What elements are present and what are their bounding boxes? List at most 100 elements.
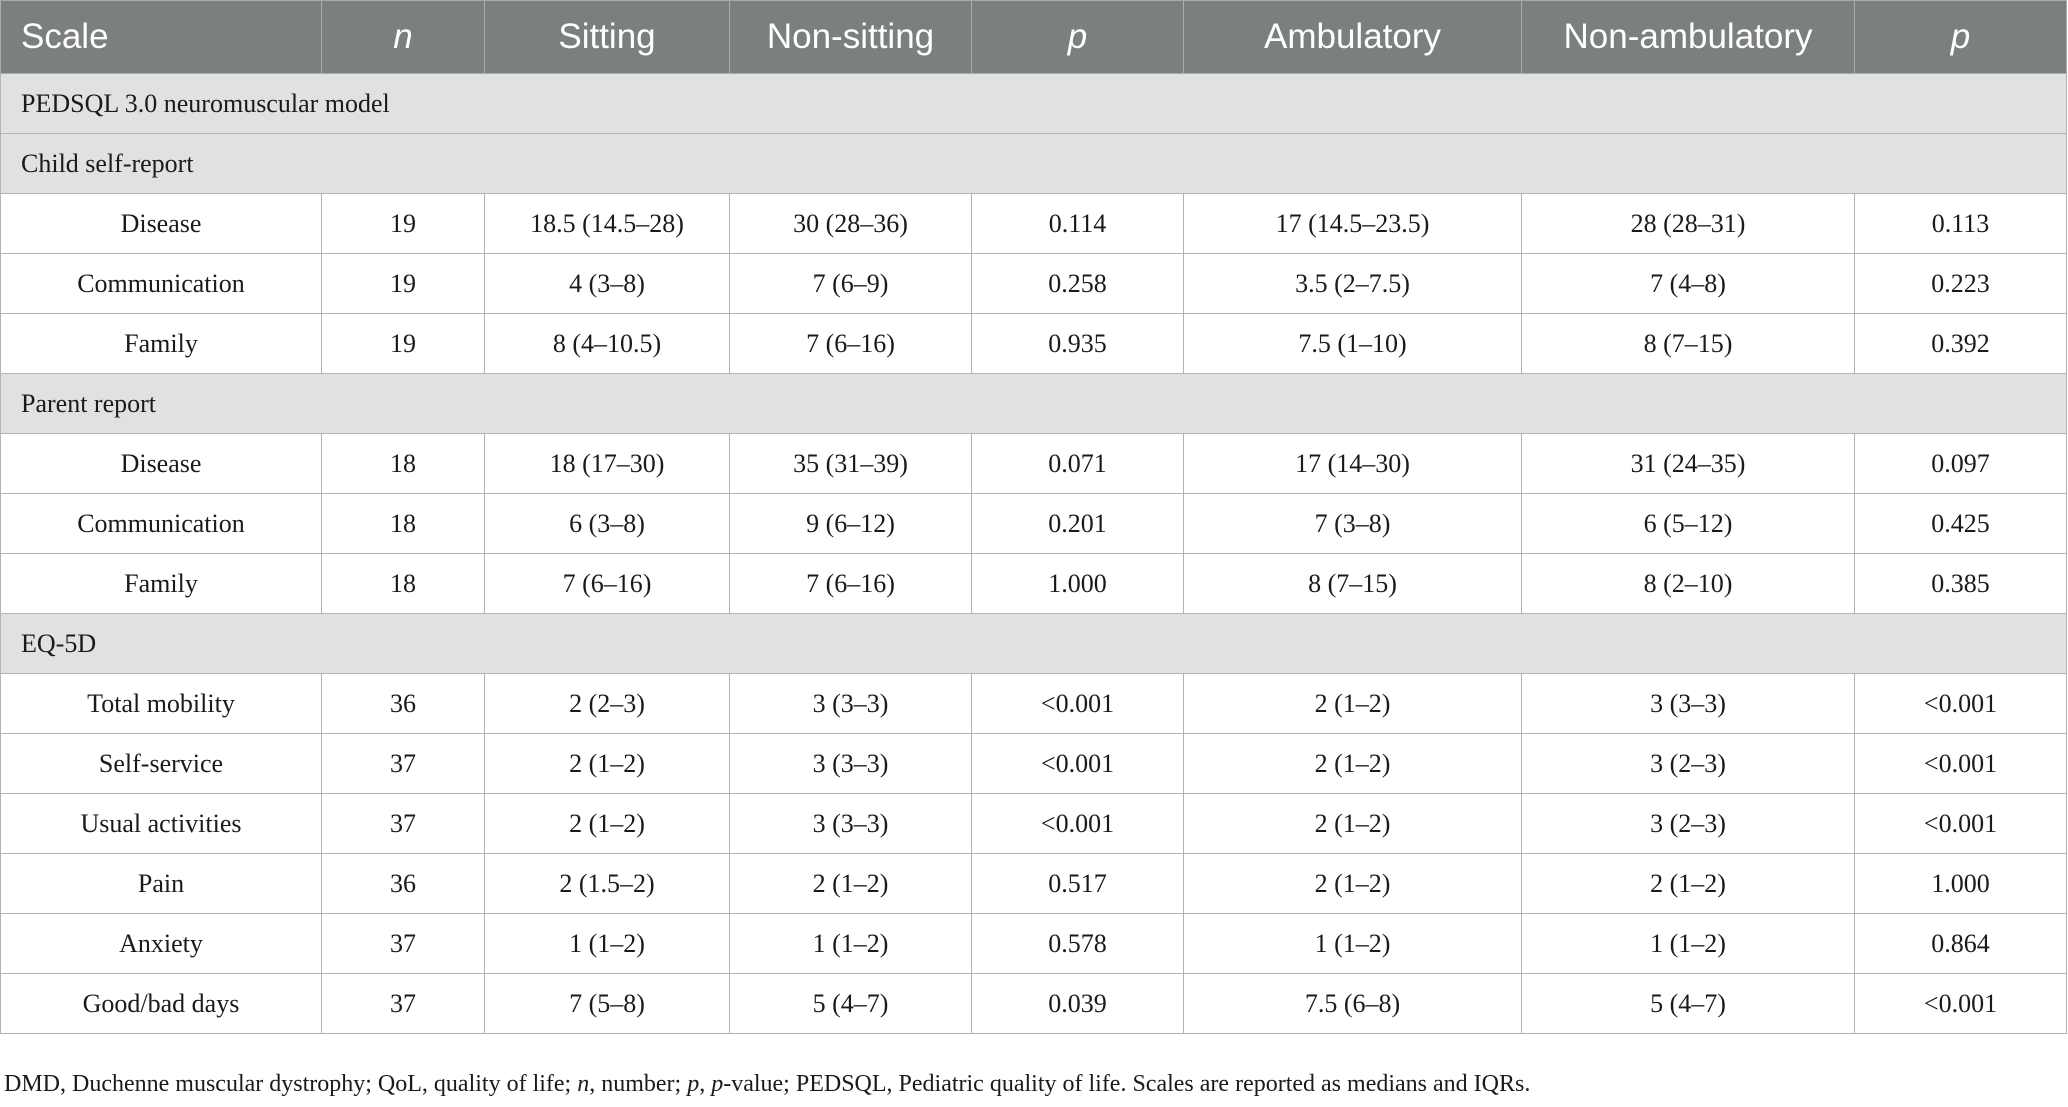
header-ambulatory: Ambulatory [1183, 0, 1522, 74]
sitting-cell: 2 (1–2) [484, 793, 730, 854]
scale-cell: Disease [0, 433, 322, 494]
footnote-p: p [687, 1071, 700, 1097]
non-sitting-cell: 35 (31–39) [729, 433, 972, 494]
n-cell: 18 [321, 493, 485, 554]
n-cell: 19 [321, 313, 485, 374]
non-ambulatory-cell: 5 (4–7) [1521, 973, 1855, 1034]
sitting-cell: 2 (1–2) [484, 733, 730, 794]
table-row: Communication 19 4 (3–8) 7 (6–9) 0.258 3.5 (2… [0, 253, 2067, 314]
p-ambulatory-cell: 0.392 [1854, 313, 2067, 374]
non-sitting-cell: 7 (6–9) [729, 253, 972, 314]
footnote-p: p [711, 1071, 724, 1097]
p-ambulatory-cell: 0.223 [1854, 253, 2067, 314]
section-row: Parent report [0, 373, 2067, 434]
ambulatory-cell: 8 (7–15) [1183, 553, 1522, 614]
qol-table: Scale n Sitting Non-sitting p Ambulatory… [0, 0, 2067, 1034]
n-cell: 37 [321, 913, 485, 974]
table-row: Pain 36 2 (1.5–2) 2 (1–2) 0.517 2 (1–2) 2 (1–2… [0, 853, 2067, 914]
scale-cell: Disease [0, 193, 322, 254]
footnote-n: n [577, 1071, 590, 1097]
non-ambulatory-cell: 3 (3–3) [1521, 673, 1855, 734]
p-sitting-cell: <0.001 [971, 733, 1184, 794]
n-cell: 36 [321, 853, 485, 914]
footnote-text: , [699, 1071, 712, 1097]
non-ambulatory-cell: 1 (1–2) [1521, 913, 1855, 974]
section-row: PEDSQL 3.0 neuromuscular model [0, 73, 2067, 134]
n-cell: 18 [321, 433, 485, 494]
non-sitting-cell: 3 (3–3) [729, 673, 972, 734]
non-sitting-cell: 30 (28–36) [729, 193, 972, 254]
n-cell: 19 [321, 193, 485, 254]
scale-cell: Anxiety [0, 913, 322, 974]
header-n: n [321, 0, 485, 74]
scale-cell: Usual activities [0, 793, 322, 854]
non-sitting-cell: 9 (6–12) [729, 493, 972, 554]
non-ambulatory-cell: 6 (5–12) [1521, 493, 1855, 554]
sitting-cell: 2 (2–3) [484, 673, 730, 734]
n-cell: 36 [321, 673, 485, 734]
header-scale: Scale [0, 0, 322, 74]
ambulatory-cell: 3.5 (2–7.5) [1183, 253, 1522, 314]
p-ambulatory-cell: 0.097 [1854, 433, 2067, 494]
footnote-text: DMD, Duchenne muscular dystrophy; QoL, q… [4, 1071, 578, 1097]
header-row: Scale n Sitting Non-sitting p Ambulatory… [0, 0, 2067, 74]
sitting-cell: 7 (6–16) [484, 553, 730, 614]
p-sitting-cell: 0.201 [971, 493, 1184, 554]
p-sitting-cell: 0.935 [971, 313, 1184, 374]
scale-cell: Family [0, 313, 322, 374]
table-body: PEDSQL 3.0 neuromuscular model Child self… [0, 73, 2067, 1034]
table-row: Usual activities 37 2 (1–2) 3 (3–3) <0.001 2 … [0, 793, 2067, 854]
ambulatory-cell: 7 (3–8) [1183, 493, 1522, 554]
header-non-ambulatory: Non-ambulatory [1521, 0, 1855, 74]
section-label: PEDSQL 3.0 neuromuscular model [0, 73, 2067, 134]
ambulatory-cell: 2 (1–2) [1183, 793, 1522, 854]
p-sitting-cell: <0.001 [971, 793, 1184, 854]
p-ambulatory-cell: <0.001 [1854, 793, 2067, 854]
sitting-cell: 1 (1–2) [484, 913, 730, 974]
scale-cell: Communication [0, 253, 322, 314]
section-label: Child self-report [0, 133, 2067, 194]
non-ambulatory-cell: 2 (1–2) [1521, 853, 1855, 914]
p-sitting-cell: 0.071 [971, 433, 1184, 494]
table-row: Anxiety 37 1 (1–2) 1 (1–2) 0.578 1 (1–2) 1 (1–… [0, 913, 2067, 974]
p-sitting-cell: 0.114 [971, 193, 1184, 254]
header-p-sitting: p [971, 0, 1184, 74]
table-row: Disease 19 18.5 (14.5–28) 30 (28–36) 0.114 17… [0, 193, 2067, 254]
p-ambulatory-cell: 1.000 [1854, 853, 2067, 914]
p-sitting-cell: 1.000 [971, 553, 1184, 614]
non-ambulatory-cell: 8 (2–10) [1521, 553, 1855, 614]
non-sitting-cell: 1 (1–2) [729, 913, 972, 974]
sitting-cell: 2 (1.5–2) [484, 853, 730, 914]
table-row: Family 18 7 (6–16) 7 (6–16) 1.000 8 (7–15) 8 (… [0, 553, 2067, 614]
non-sitting-cell: 7 (6–16) [729, 553, 972, 614]
p-sitting-cell: 0.517 [971, 853, 1184, 914]
table-row: Disease 18 18 (17–30) 35 (31–39) 0.071 17 (14… [0, 433, 2067, 494]
non-ambulatory-cell: 8 (7–15) [1521, 313, 1855, 374]
p-ambulatory-cell: <0.001 [1854, 673, 2067, 734]
scale-cell: Family [0, 553, 322, 614]
p-sitting-cell: <0.001 [971, 673, 1184, 734]
n-cell: 18 [321, 553, 485, 614]
non-ambulatory-cell: 28 (28–31) [1521, 193, 1855, 254]
p-ambulatory-cell: <0.001 [1854, 733, 2067, 794]
header-p-ambulatory: p [1854, 0, 2067, 74]
header-non-sitting: Non-sitting [729, 0, 972, 74]
p-ambulatory-cell: 0.113 [1854, 193, 2067, 254]
n-cell: 37 [321, 973, 485, 1034]
table-row: Good/bad days 37 7 (5–8) 5 (4–7) 0.039 7.5 (6… [0, 973, 2067, 1034]
table-row: Family 19 8 (4–10.5) 7 (6–16) 0.935 7.5 (1–10… [0, 313, 2067, 374]
non-ambulatory-cell: 3 (2–3) [1521, 793, 1855, 854]
non-ambulatory-cell: 7 (4–8) [1521, 253, 1855, 314]
ambulatory-cell: 7.5 (1–10) [1183, 313, 1522, 374]
table-row: Self-service 37 2 (1–2) 3 (3–3) <0.001 2 (1–2… [0, 733, 2067, 794]
sitting-cell: 6 (3–8) [484, 493, 730, 554]
p-sitting-cell: 0.578 [971, 913, 1184, 974]
table-row: Total mobility 36 2 (2–3) 3 (3–3) <0.001 2 (1… [0, 673, 2067, 734]
ambulatory-cell: 2 (1–2) [1183, 673, 1522, 734]
non-ambulatory-cell: 31 (24–35) [1521, 433, 1855, 494]
ambulatory-cell: 17 (14.5–23.5) [1183, 193, 1522, 254]
scale-cell: Communication [0, 493, 322, 554]
scale-cell: Good/bad days [0, 973, 322, 1034]
non-sitting-cell: 7 (6–16) [729, 313, 972, 374]
